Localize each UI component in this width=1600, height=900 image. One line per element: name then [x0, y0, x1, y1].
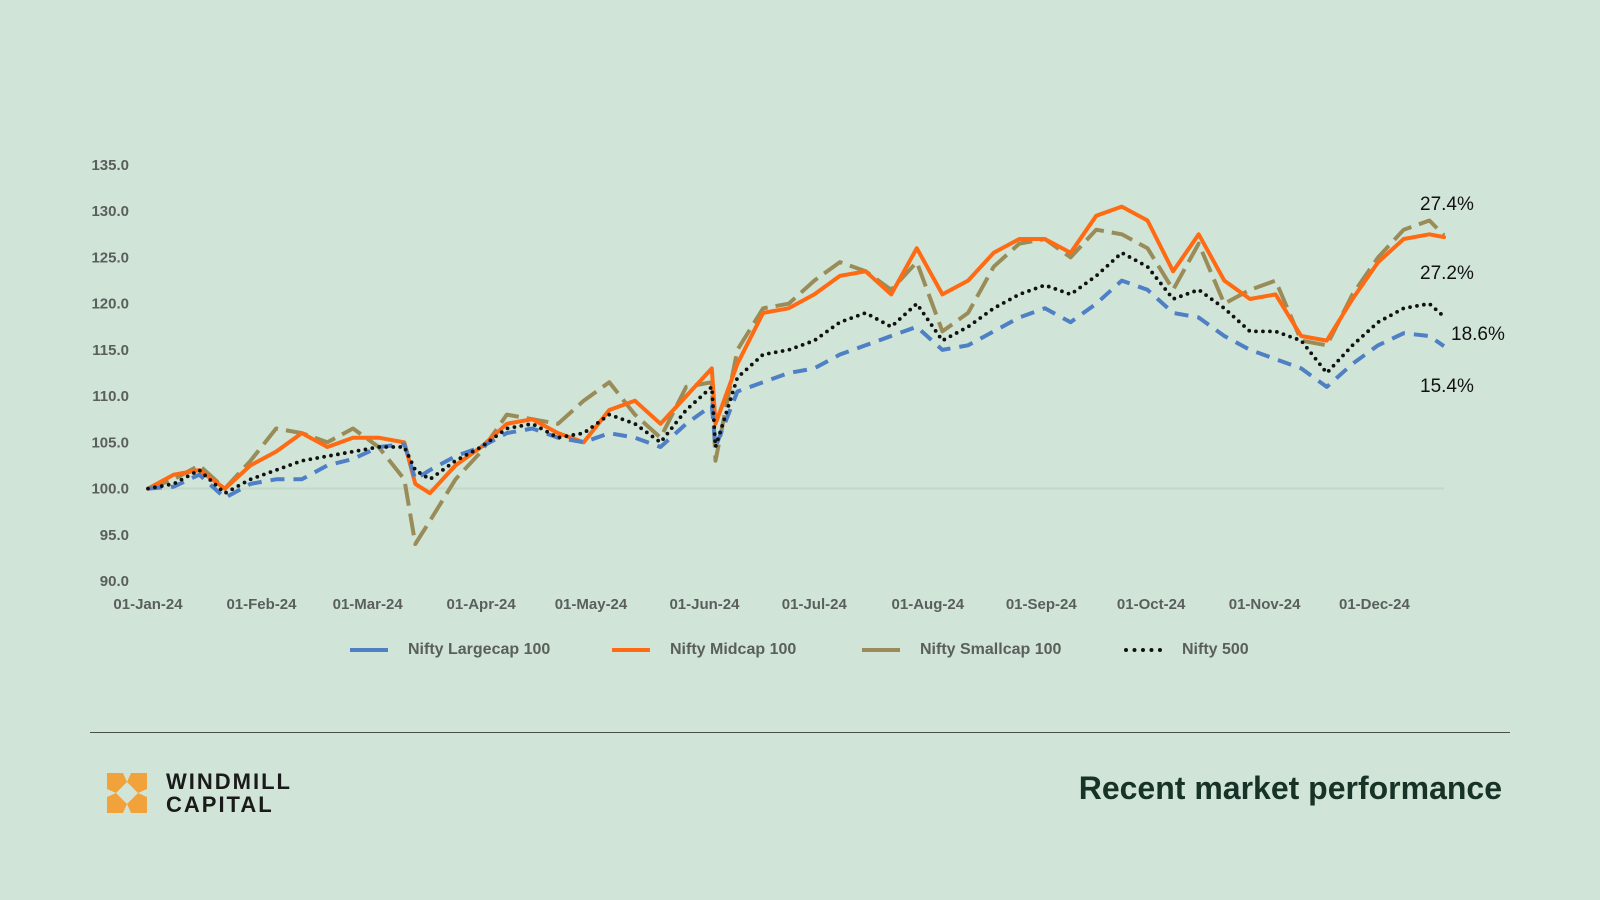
x-tick-label: 01-Jan-24 [113, 596, 183, 613]
y-tick-label: 120.0 [91, 296, 129, 313]
series-line-nifty-midcap-100 [146, 204, 1446, 496]
footer-divider [90, 732, 1510, 733]
x-tick-label: 01-Feb-24 [226, 596, 297, 613]
end-label-nifty-smallcap-100: 27.4% [1420, 194, 1474, 215]
series-line-nifty-largecap-100 [147, 278, 1446, 500]
x-tick-label: 01-Apr-24 [447, 596, 517, 613]
legend-item-largecap: Nifty Largecap 100 [350, 641, 550, 659]
y-tick-label: 105.0 [91, 434, 129, 451]
x-axis: 01-Jan-24 01-Feb-24 01-Mar-24 01-Apr-24 01-M… [113, 596, 1410, 613]
series-line-nifty-500 [146, 250, 1446, 496]
brand-line-2: CAPITAL [166, 792, 274, 818]
y-tick-label: 90.0 [100, 573, 129, 590]
series-line-nifty-smallcap-100 [147, 218, 1446, 546]
x-tick-label: 01-Aug-24 [892, 596, 965, 613]
legend-swatch-nifty500 [1124, 648, 1162, 652]
legend-label-midcap: Nifty Midcap 100 [670, 641, 797, 658]
legend-swatch-smallcap [862, 648, 900, 652]
chart-legend: Nifty Largecap 100 Nifty Midcap 100 Nift… [0, 641, 1600, 667]
legend-swatch-largecap [350, 648, 388, 652]
brand-line-1: WINDMILL [166, 769, 292, 794]
x-tick-label: 01-Oct-24 [1117, 596, 1186, 613]
chart-area: 90.0 95.0 100.0 105.0 110.0 115.0 120.0 125.0 13… [91, 157, 1505, 613]
y-tick-label: 125.0 [91, 249, 129, 266]
legend-item-smallcap: Nifty Smallcap 100 [862, 641, 1061, 659]
legend-item-nifty500: Nifty 500 [1124, 641, 1249, 659]
y-tick-label: 130.0 [91, 203, 129, 220]
series-layer [146, 204, 1446, 546]
y-tick-label: 115.0 [92, 342, 129, 359]
end-label-nifty-500: 18.6% [1451, 324, 1505, 345]
x-tick-label: 01-Dec-24 [1339, 596, 1411, 613]
end-label-nifty-midcap-100: 27.2% [1420, 263, 1474, 284]
y-tick-label: 110.0 [92, 388, 129, 405]
legend-item-midcap: Nifty Midcap 100 [612, 641, 796, 659]
x-tick-label: 01-Jul-24 [782, 596, 848, 613]
end-labels: 27.4% 27.2% 18.6% 15.4% [1420, 194, 1505, 397]
page-title: Recent market performance [1078, 770, 1502, 806]
brand-name: WINDMILL CAPITAL [166, 770, 292, 816]
x-tick-label: 01-May-24 [555, 596, 628, 613]
legend-label-nifty500: Nifty 500 [1182, 641, 1249, 658]
legend-label-smallcap: Nifty Smallcap 100 [920, 641, 1062, 658]
y-tick-label: 135.0 [91, 157, 129, 174]
line-chart: 90.0 95.0 100.0 105.0 110.0 115.0 120.0 125.0 13… [91, 157, 1505, 613]
y-tick-label: 100.0 [91, 481, 129, 498]
x-tick-label: 01-Mar-24 [333, 596, 404, 613]
brand-logo: WINDMILL CAPITAL [104, 770, 292, 816]
legend-label-largecap: Nifty Largecap 100 [408, 641, 551, 658]
y-axis: 90.0 95.0 100.0 105.0 110.0 115.0 120.0 125.0 13… [91, 157, 129, 590]
end-label-nifty-largecap-100: 15.4% [1420, 376, 1474, 397]
y-tick-label: 95.0 [100, 527, 129, 544]
windmill-logo-icon [107, 773, 147, 814]
legend-swatch-midcap [612, 648, 650, 652]
x-tick-label: 01-Jun-24 [669, 596, 740, 613]
x-tick-label: 01-Nov-24 [1229, 596, 1301, 613]
x-tick-label: 01-Sep-24 [1006, 596, 1078, 613]
